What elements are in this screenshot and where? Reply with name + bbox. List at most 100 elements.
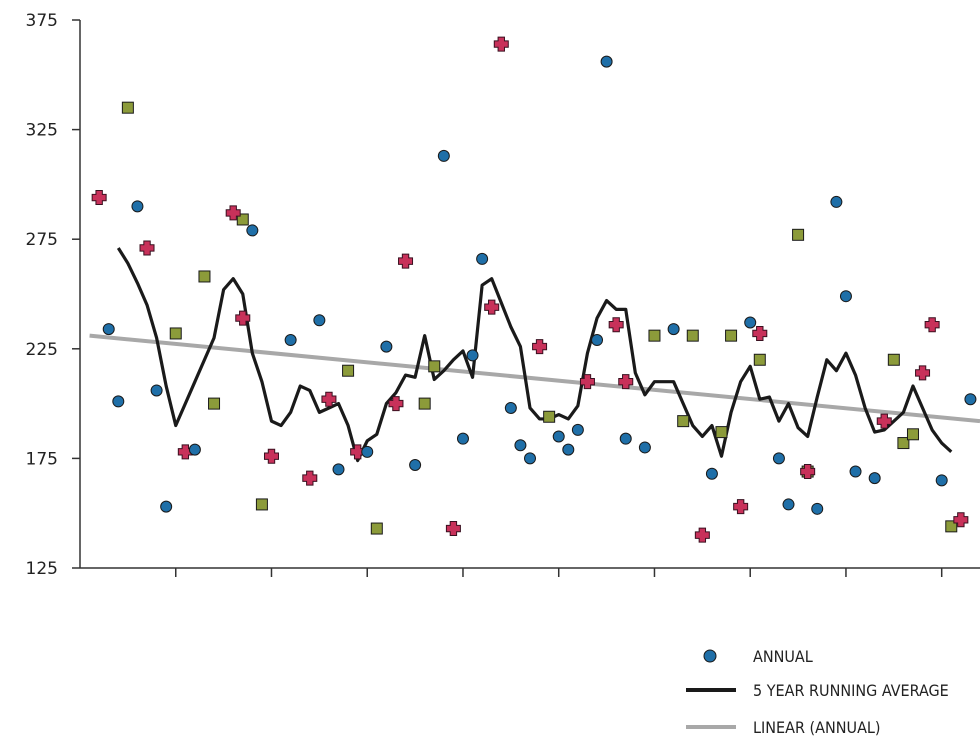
annual-point: [409, 458, 422, 471]
cross-point: [225, 205, 241, 221]
annual-point: [935, 474, 948, 487]
annual-point: [772, 452, 785, 465]
square-point: [887, 353, 900, 366]
legend-linear-label: LINEAR (ANNUAL): [753, 718, 881, 736]
legend-annual-marker: [703, 649, 717, 663]
running-average-line: [116, 247, 953, 463]
cross-point: [579, 374, 595, 390]
linear-trend-layer: [89, 333, 980, 424]
cross-point: [608, 317, 624, 333]
cross-point: [493, 36, 509, 52]
annual-point: [705, 467, 718, 480]
annual-point: [638, 441, 651, 454]
annual-point: [504, 401, 517, 414]
cross-point: [263, 448, 279, 464]
cross-point: [915, 365, 931, 381]
cross-point: [398, 253, 414, 269]
square-point: [198, 270, 211, 283]
square-point: [418, 397, 431, 410]
cross-point: [953, 512, 969, 528]
cross-point: [350, 444, 366, 460]
cross-point: [139, 240, 155, 256]
square-point: [945, 520, 958, 533]
square-point: [428, 360, 441, 373]
annual-point: [868, 472, 881, 485]
annual-point: [476, 252, 489, 265]
annual-point: [562, 443, 575, 456]
annual-point: [332, 463, 345, 476]
linear-trend-line: [89, 333, 980, 424]
cross-point: [733, 499, 749, 515]
annual-point: [246, 224, 259, 237]
y-tick-label: 125: [26, 559, 58, 579]
square-point: [715, 426, 728, 439]
annual-point: [361, 445, 374, 458]
annual-point: [591, 334, 604, 347]
annual-point: [811, 502, 824, 515]
square-point: [543, 410, 556, 423]
cross-point: [302, 470, 318, 486]
data-points-layer: [91, 36, 977, 543]
square-point: [686, 329, 699, 342]
square-point: [677, 415, 690, 428]
cross-point: [924, 317, 940, 333]
annual-point: [131, 200, 144, 213]
cross-point: [91, 190, 107, 206]
square-point: [236, 213, 249, 226]
annual-point: [466, 349, 479, 362]
cross-point: [618, 374, 634, 390]
annual-point: [380, 340, 393, 353]
annual-point: [188, 443, 201, 456]
cross-point: [876, 413, 892, 429]
annual-point: [456, 432, 469, 445]
annual-point: [284, 334, 297, 347]
annual-point: [313, 314, 326, 327]
annual-point: [839, 290, 852, 303]
y-tick-label: 375: [26, 11, 58, 31]
square-point: [897, 437, 910, 450]
square-point: [792, 228, 805, 241]
square-point: [725, 329, 738, 342]
annual-point: [514, 439, 527, 452]
square-point: [648, 329, 661, 342]
cross-point: [235, 310, 251, 326]
running-average-layer: [116, 247, 953, 463]
square-point: [370, 522, 383, 535]
square-point: [906, 428, 919, 441]
cross-point: [800, 464, 816, 480]
square-point: [753, 353, 766, 366]
annual-point: [150, 384, 163, 397]
annual-point: [830, 195, 843, 208]
square-point: [169, 327, 182, 340]
y-tick-label: 325: [26, 121, 58, 141]
square-point: [342, 364, 355, 377]
annual-point: [160, 500, 173, 513]
chart-axes: 125 175 225 275 325 375: [26, 11, 980, 579]
legend-annual-label: ANNUAL: [753, 647, 813, 666]
cross-point: [321, 391, 337, 407]
y-tick-label: 175: [26, 449, 58, 469]
y-tick-label: 225: [26, 340, 58, 360]
annual-point: [437, 149, 450, 162]
cross-point: [388, 396, 404, 412]
annual-point: [571, 423, 584, 436]
annual-point: [964, 393, 977, 406]
annual-point: [667, 323, 680, 336]
y-tick-label: 275: [26, 230, 58, 250]
annual-point: [552, 430, 565, 443]
annual-point: [524, 452, 536, 465]
annual-point: [102, 323, 115, 336]
annual-point: [849, 465, 862, 478]
chart-legend: ANNUAL 5 YEAR RUNNING AVERAGE LINEAR (AN…: [686, 647, 949, 736]
cross-point: [532, 339, 548, 355]
annual-point: [600, 55, 613, 68]
annual-point: [744, 316, 757, 329]
annual-point: [112, 395, 125, 408]
cross-point: [752, 325, 768, 341]
legend-running-average-label: 5 YEAR RUNNING AVERAGE: [753, 681, 949, 700]
annual-point: [619, 432, 632, 445]
cross-point: [445, 521, 461, 537]
square-point: [121, 101, 134, 114]
annual-point: [782, 498, 795, 511]
